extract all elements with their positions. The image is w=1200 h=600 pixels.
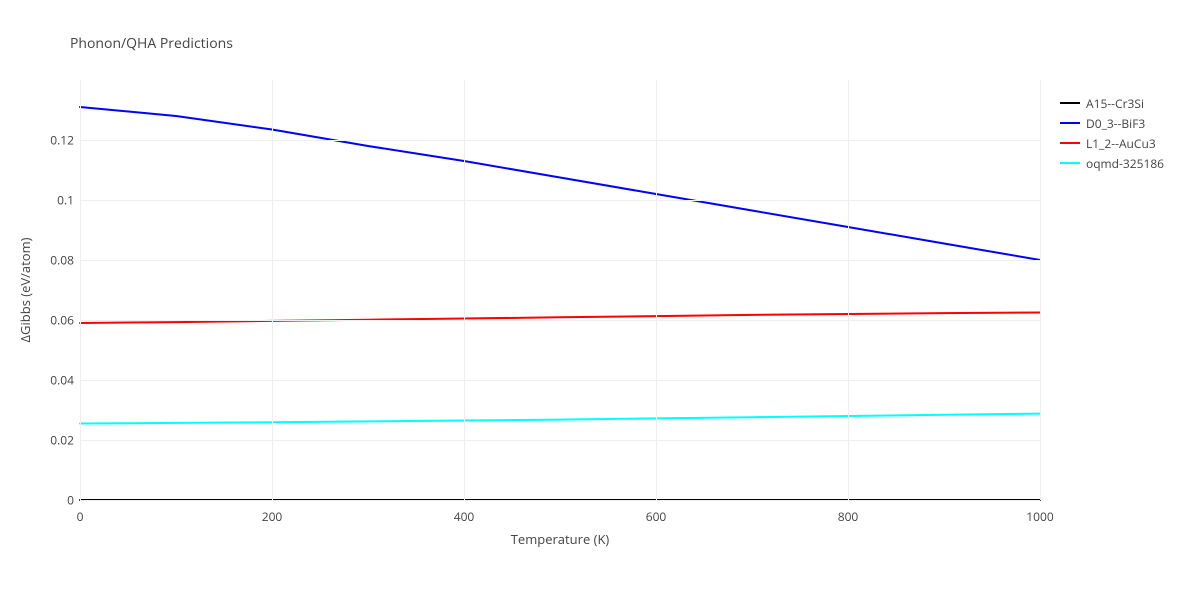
chart-container: Phonon/QHA Predictions 0 200 400 600 800 1000…	[0, 0, 1200, 600]
legend-swatch	[1060, 122, 1080, 124]
legend-item[interactable]: A15--Cr3Si	[1060, 95, 1164, 111]
x-tick-label: 400	[454, 508, 475, 525]
y-tick-label: 0.02	[40, 432, 74, 449]
legend-label: L1_2--AuCu3	[1086, 135, 1156, 152]
y-tick-label: 0.08	[40, 252, 74, 269]
y-gridline	[80, 440, 1040, 441]
legend: A15--Cr3Si D0_3--BiF3 L1_2--AuCu3 oqmd-3251…	[1060, 95, 1164, 175]
x-tick-label: 600	[646, 508, 667, 525]
legend-swatch	[1060, 102, 1080, 104]
x-gridline	[848, 80, 849, 500]
x-gridline	[464, 80, 465, 500]
y-gridline	[80, 320, 1040, 321]
legend-swatch	[1060, 142, 1080, 144]
y-gridline	[80, 500, 1040, 501]
x-gridline	[80, 80, 81, 500]
y-tick-label: 0.1	[40, 192, 74, 209]
series-line[interactable]	[80, 313, 1040, 324]
x-axis-title: Temperature (K)	[511, 530, 610, 548]
y-tick-label: 0.12	[40, 132, 74, 149]
legend-label: D0_3--BiF3	[1086, 115, 1145, 132]
x-gridline	[656, 80, 657, 500]
legend-label: A15--Cr3Si	[1086, 95, 1144, 112]
series-line[interactable]	[80, 414, 1040, 424]
x-tick-label: 200	[262, 508, 283, 525]
y-tick-label: 0.04	[40, 372, 74, 389]
y-gridline	[80, 200, 1040, 201]
chart-lines	[80, 80, 1040, 500]
legend-swatch	[1060, 162, 1080, 164]
chart-title: Phonon/QHA Predictions	[70, 34, 233, 53]
y-tick-label: 0	[40, 492, 74, 509]
legend-item[interactable]: oqmd-325186	[1060, 155, 1164, 171]
y-gridline	[80, 260, 1040, 261]
legend-item[interactable]: D0_3--BiF3	[1060, 115, 1164, 131]
y-gridline	[80, 380, 1040, 381]
x-tick-label: 0	[77, 508, 84, 525]
x-gridline	[1040, 80, 1041, 500]
y-gridline	[80, 140, 1040, 141]
plot-area	[80, 80, 1040, 500]
y-axis-title: ΔGibbs (eV/atom)	[16, 238, 34, 343]
y-tick-label: 0.06	[40, 312, 74, 329]
x-gridline	[272, 80, 273, 500]
legend-label: oqmd-325186	[1086, 155, 1164, 172]
x-tick-label: 1000	[1026, 508, 1053, 525]
series-line[interactable]	[80, 107, 1040, 260]
x-tick-label: 800	[838, 508, 859, 525]
legend-item[interactable]: L1_2--AuCu3	[1060, 135, 1164, 151]
